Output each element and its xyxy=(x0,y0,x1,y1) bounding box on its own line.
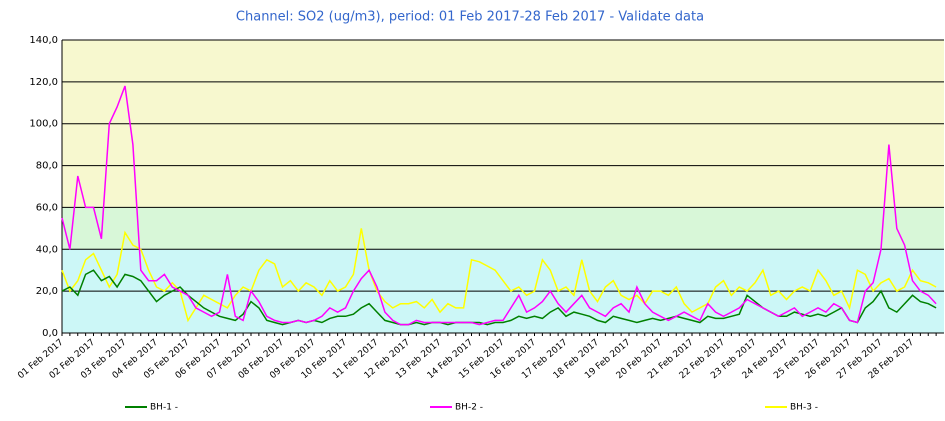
y-tick-label: 120,0 xyxy=(29,77,58,88)
series-line xyxy=(61,85,937,326)
y-tick-label: 100,0 xyxy=(29,119,58,130)
y-tick-label: 80,0 xyxy=(36,161,58,172)
y-tick-label: 60,0 xyxy=(36,202,58,213)
legend-label: BH-3 - xyxy=(790,403,818,413)
legend-label: BH-1 - xyxy=(150,403,178,413)
legend-label: BH-2 - xyxy=(455,403,483,413)
y-tick-label: 0,0 xyxy=(42,328,58,339)
series-line xyxy=(61,269,937,326)
band xyxy=(62,207,944,250)
chart-title: Channel: SO2 (ug/m3), period: 01 Feb 201… xyxy=(236,10,704,25)
y-tick-label: 140,0 xyxy=(29,35,58,46)
y-tick-label: 20,0 xyxy=(36,286,58,297)
series-line xyxy=(61,228,937,323)
y-tick-label: 40,0 xyxy=(36,244,58,255)
